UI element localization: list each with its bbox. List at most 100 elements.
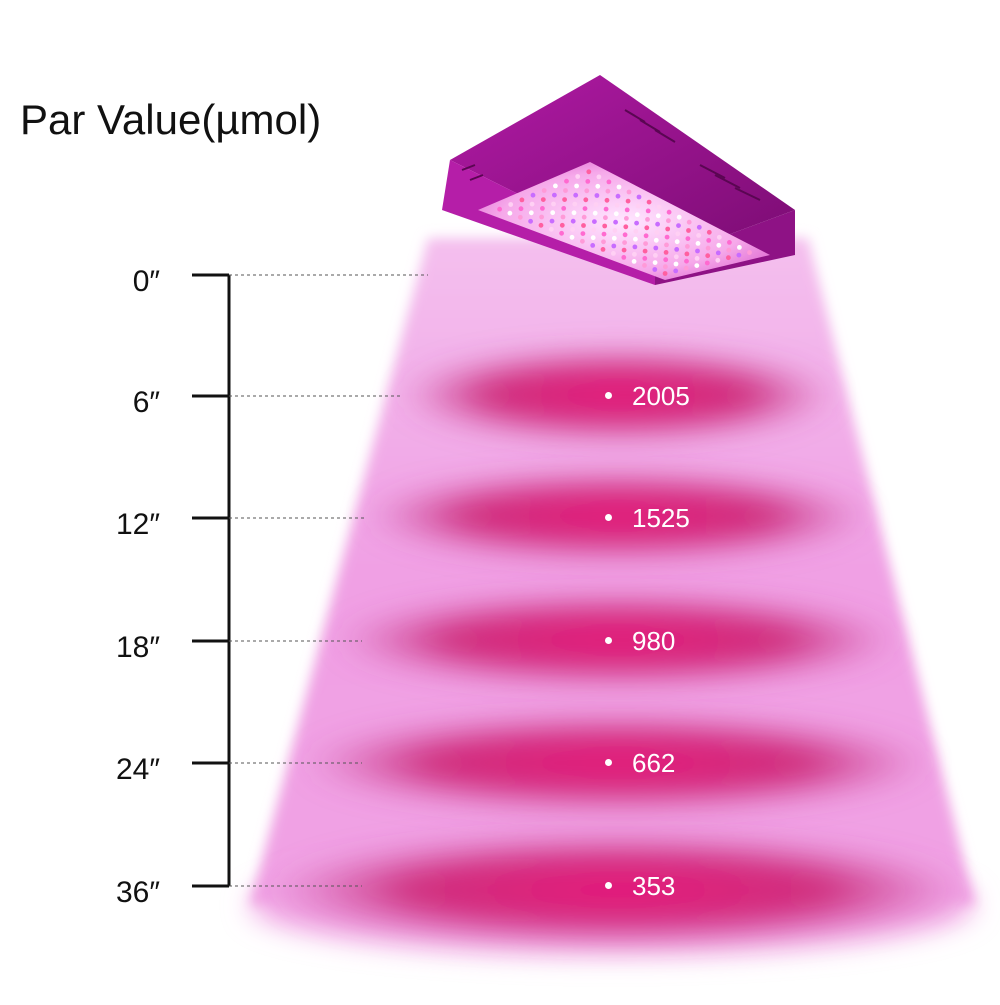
led-dot [737, 245, 742, 250]
led-dot [517, 214, 523, 220]
led-dot [591, 227, 597, 233]
led-dot [716, 234, 722, 240]
led-dot [613, 219, 618, 225]
led-dot [673, 254, 679, 260]
led-dot [580, 231, 586, 237]
led-dot [726, 255, 731, 261]
led-dot [614, 202, 620, 208]
led-dot [624, 216, 629, 221]
led-dot [518, 206, 524, 212]
led-dot [705, 245, 711, 251]
led-dot [694, 256, 700, 261]
led-dot [519, 197, 525, 203]
led-dot [685, 236, 691, 242]
led-dot [695, 248, 700, 254]
led-dot [623, 224, 629, 230]
led-dot [611, 235, 617, 241]
led-dot [604, 197, 610, 203]
led-dot [716, 242, 722, 248]
led-dot [584, 188, 590, 194]
led-dot [621, 255, 627, 260]
led-dot [673, 261, 679, 267]
led-dot [616, 184, 622, 190]
led-dot [553, 183, 558, 189]
led-dot [621, 247, 627, 253]
led-dot [686, 228, 691, 233]
led-dot [603, 215, 608, 221]
intensity-band [268, 835, 968, 945]
led-dot [611, 243, 617, 249]
led-dot [563, 188, 568, 193]
led-dot [561, 206, 567, 211]
par-value-text: 353 [632, 871, 676, 901]
led-dot [590, 235, 596, 241]
bullet-icon [605, 881, 612, 889]
intensity-band [333, 594, 903, 686]
led-dot [695, 241, 701, 246]
led-dot [706, 238, 712, 243]
led-dot [666, 218, 671, 224]
led-dot [704, 260, 710, 266]
led-dot [626, 189, 632, 195]
led-dot [497, 206, 502, 212]
led-dot [551, 201, 556, 207]
led-dot [676, 214, 682, 220]
led-dot [642, 256, 648, 261]
intensity-band [398, 349, 838, 441]
led-dot [645, 217, 650, 222]
led-dot [645, 208, 651, 214]
led-dot [559, 222, 565, 228]
intensity-band [300, 715, 936, 811]
led-dot [706, 229, 712, 235]
led-dot [613, 211, 619, 217]
par-value: 1525 [605, 503, 690, 534]
led-dot [586, 169, 592, 175]
led-dot [662, 271, 668, 276]
led-dot [684, 258, 689, 264]
fixture-vents [461, 109, 761, 201]
par-value: 2005 [605, 381, 690, 412]
led-dot [560, 214, 566, 220]
par-value: 662 [605, 748, 675, 779]
led-dot [646, 199, 652, 205]
led-dot [685, 244, 690, 249]
par-value: 353 [605, 871, 675, 902]
led-dot [633, 228, 639, 234]
led-dot [595, 183, 601, 189]
led-dot [529, 201, 535, 207]
led-dot [559, 230, 564, 236]
led-dot [574, 183, 579, 189]
led-dot [622, 240, 627, 246]
led-dot [674, 239, 680, 245]
led-dot [548, 226, 554, 232]
bullet-icon [605, 758, 612, 766]
led-dot [653, 245, 659, 251]
intensity-bands [268, 349, 968, 945]
led-dot [674, 247, 680, 252]
par-value-text: 1525 [632, 503, 690, 533]
led-dot [654, 230, 660, 235]
led-dot [549, 218, 555, 224]
led-dot [539, 214, 544, 220]
led-dot [600, 247, 606, 252]
led-dot [573, 192, 579, 198]
led-dot [580, 238, 585, 244]
led-dot [634, 212, 640, 218]
led-dot [726, 247, 732, 253]
led-dot [601, 231, 607, 237]
led-dot [663, 250, 669, 255]
led-dot [644, 225, 650, 231]
led-dot [686, 219, 692, 225]
led-dot [663, 257, 669, 263]
led-dot [615, 193, 621, 199]
distance-label: 0″ [132, 265, 160, 298]
bullet-icon [605, 391, 612, 399]
led-dot [528, 218, 533, 224]
led-dot [575, 174, 581, 179]
led-dot [564, 178, 569, 184]
led-dot [664, 234, 670, 240]
led-dot [715, 257, 721, 263]
led-dot [552, 192, 557, 198]
intensity-band [363, 472, 873, 560]
